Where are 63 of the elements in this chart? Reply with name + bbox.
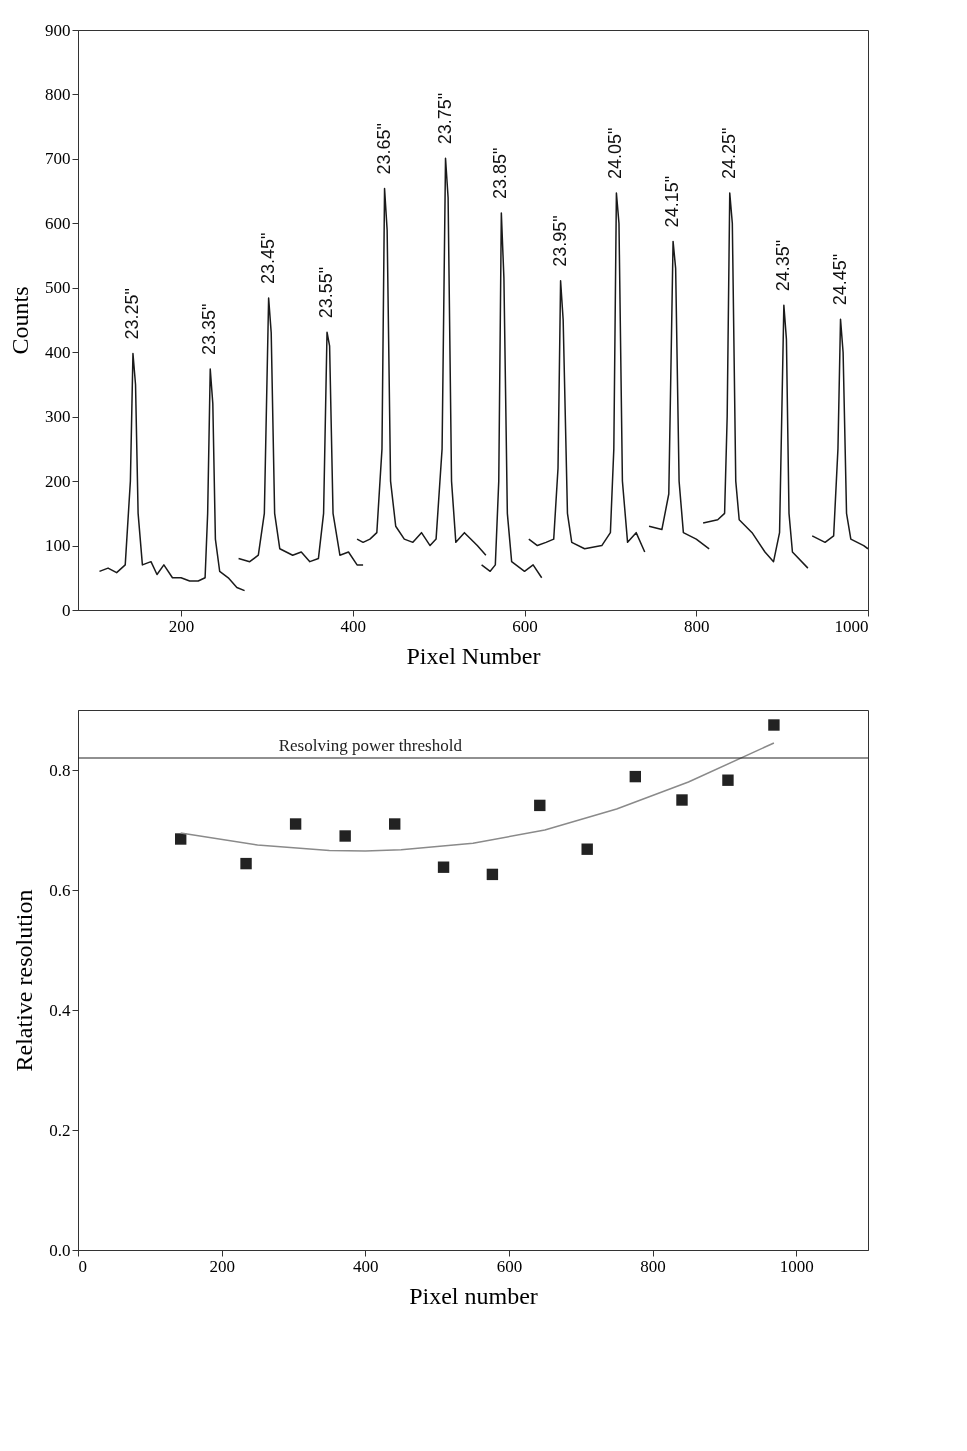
x-tick-label: 200 bbox=[168, 616, 195, 636]
annotation: 23.25" bbox=[121, 288, 142, 340]
annotation: 24.05" bbox=[605, 127, 626, 180]
x-tick-label: 400 bbox=[353, 1256, 379, 1276]
annotation: 23.85" bbox=[490, 147, 511, 200]
annotation: 23.95" bbox=[549, 215, 570, 267]
line-series bbox=[811, 318, 868, 550]
line-series bbox=[480, 212, 543, 579]
y-tick-label: 0.4 bbox=[49, 1000, 71, 1020]
line-series bbox=[648, 240, 710, 550]
y-tick-label: 700 bbox=[45, 149, 71, 169]
point bbox=[486, 868, 499, 881]
point bbox=[581, 843, 593, 855]
annotation: 23.45" bbox=[257, 232, 278, 285]
x-tick-label: 800 bbox=[684, 616, 710, 636]
y-tick-label: 0.2 bbox=[49, 1120, 71, 1140]
x-axis-title: Pixel number bbox=[409, 1282, 538, 1309]
x-tick-label: 600 bbox=[512, 616, 538, 636]
annotation: 24.25" bbox=[718, 127, 739, 180]
y-tick-label: 100 bbox=[45, 536, 71, 556]
y-tick-label: 0.8 bbox=[49, 760, 71, 780]
point bbox=[629, 770, 642, 783]
annotation: 23.65" bbox=[373, 123, 394, 175]
point bbox=[722, 774, 734, 786]
y-tick-label: 200 bbox=[45, 471, 71, 491]
point bbox=[768, 719, 780, 731]
x-tick-label: 800 bbox=[640, 1256, 666, 1276]
y-axis-title: Relative resolution bbox=[11, 889, 38, 1072]
x-tick-label: 0 bbox=[78, 1256, 87, 1276]
annotation: 24.35" bbox=[772, 239, 793, 292]
annotation: 24.45" bbox=[829, 253, 850, 306]
annotation: 23.35" bbox=[199, 303, 220, 355]
y-tick-label: 900 bbox=[45, 20, 71, 40]
line-series bbox=[702, 192, 809, 569]
point bbox=[676, 794, 688, 806]
x-tick-label: 1000 bbox=[779, 1256, 814, 1276]
point bbox=[389, 818, 401, 830]
point bbox=[534, 799, 546, 812]
y-axis-title: Counts bbox=[7, 286, 33, 355]
point bbox=[240, 857, 252, 870]
y-tick-label: 0.6 bbox=[49, 880, 71, 900]
x-tick-label: 400 bbox=[340, 616, 367, 636]
y-tick-label: 0.0 bbox=[49, 1240, 71, 1260]
y-tick-label: 800 bbox=[45, 84, 71, 104]
line-series bbox=[528, 192, 646, 553]
annotation: 23.75" bbox=[434, 92, 455, 145]
y-tick-label: 400 bbox=[45, 342, 71, 362]
point bbox=[175, 833, 187, 845]
point bbox=[289, 818, 302, 830]
y-tick-label: 500 bbox=[45, 278, 71, 298]
y-tick-label: 600 bbox=[45, 213, 71, 233]
x-tick-label: 200 bbox=[209, 1256, 235, 1276]
y-tick-label: 300 bbox=[45, 407, 71, 427]
y-tick-label: 0 bbox=[62, 600, 71, 620]
line-series bbox=[98, 352, 246, 592]
x-axis-title: Pixel Number bbox=[406, 642, 541, 669]
point bbox=[437, 861, 450, 873]
x-tick-label: 600 bbox=[496, 1256, 523, 1276]
point bbox=[339, 830, 351, 842]
annotation: 23.55" bbox=[316, 266, 337, 319]
ref-line-label: Resolving power threshold bbox=[278, 736, 463, 755]
x-tick-label: 1000 bbox=[834, 616, 869, 636]
annotation: 24.15" bbox=[662, 175, 683, 228]
